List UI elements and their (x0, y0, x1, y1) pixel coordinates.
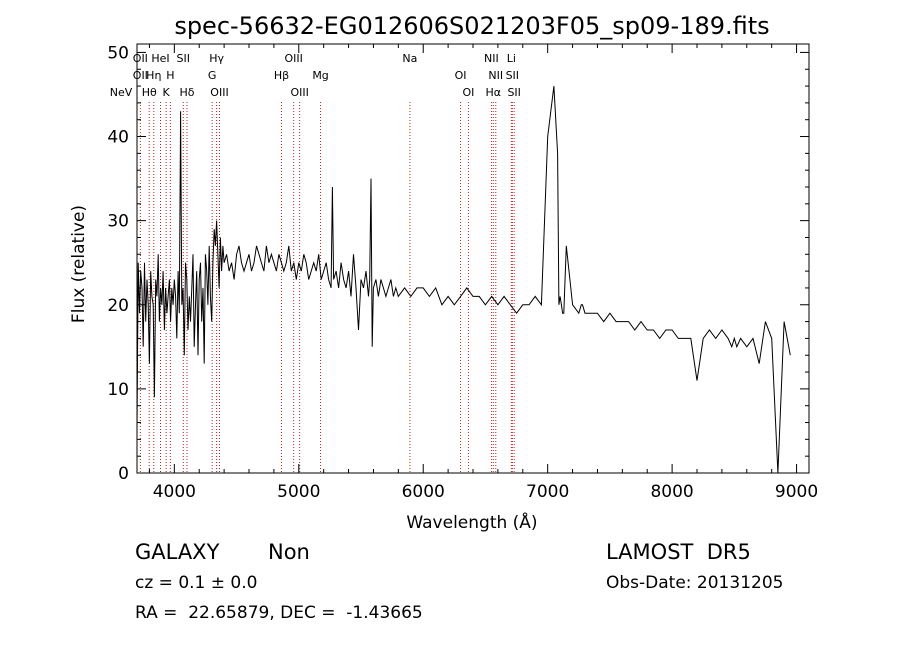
y-tick-label: 40 (107, 128, 129, 148)
redshift-cz: cz = 0.1 ± 0.0 (135, 573, 258, 593)
y-tick-label: 20 (107, 296, 129, 316)
chart-title: spec-56632-EG012606S021203F05_sp09-189.f… (174, 12, 769, 40)
line-label-21: NII (488, 69, 503, 82)
line-label-8: SII (177, 52, 190, 65)
observation-date: Obs-Date: 20131205 (606, 573, 784, 593)
y-tick-label: 30 (107, 212, 129, 232)
line-label-20: NII (484, 52, 499, 65)
object-subclass: Non (268, 540, 310, 564)
line-label-16: Mg (312, 69, 328, 82)
line-label-12: OIII (210, 86, 228, 99)
line-label-11: G (208, 69, 217, 82)
object-class: GALAXY (135, 540, 220, 564)
x-tick-label: 6000 (402, 482, 445, 502)
coordinates: RA = 22.65879, DEC = -1.43665 (135, 603, 423, 623)
x-tick-label: 4000 (153, 482, 196, 502)
line-label-24: SII (506, 69, 519, 82)
line-label-5: HeI (151, 52, 169, 65)
x-tick-label: 8000 (650, 482, 693, 502)
y-tick-label: 10 (107, 380, 129, 400)
line-label-1: OII (133, 52, 148, 65)
line-label-10: Hγ (209, 52, 224, 65)
x-axis-label: Wavelength (Å) (406, 511, 537, 533)
plot-frame (136, 43, 810, 474)
line-label-14: OIII (284, 52, 302, 65)
line-label-22: Hα (486, 86, 502, 99)
line-label-13: Hβ (274, 69, 289, 82)
line-label-15: OIII (290, 86, 308, 99)
line-label-6: H (166, 69, 174, 82)
line-label-7: K (163, 86, 171, 99)
line-label-19: OI (462, 86, 474, 99)
y-axis-label: Flux (relative) (69, 205, 89, 323)
line-label-3: Hθ (142, 86, 157, 99)
line-label-9: Hδ (180, 86, 195, 99)
survey-name: LAMOST DR5 (606, 540, 751, 564)
axes: 4000 5000 6000 7000 8000 9000 0 10 20 30 40 50 (107, 43, 818, 502)
line-label-25: SII (507, 86, 520, 99)
line-label-17: Na (402, 52, 417, 65)
x-tick-label: 5000 (277, 482, 320, 502)
y-tick-label: 0 (118, 464, 129, 484)
y-tick-label: 50 (107, 43, 129, 63)
line-label-4: Hη (146, 69, 161, 82)
x-tick-label: 9000 (775, 482, 818, 502)
spectrum-line (136, 86, 791, 474)
x-tick-label: 7000 (526, 482, 569, 502)
line-label-0: NeV (110, 86, 133, 99)
spectral-line-markers: NeVOIIOIIHθHηHeIHKSIIHδHγGOIIIHβOIIIOIII… (110, 52, 521, 473)
line-label-18: OI (455, 69, 467, 82)
line-label-23: Li (507, 52, 516, 65)
